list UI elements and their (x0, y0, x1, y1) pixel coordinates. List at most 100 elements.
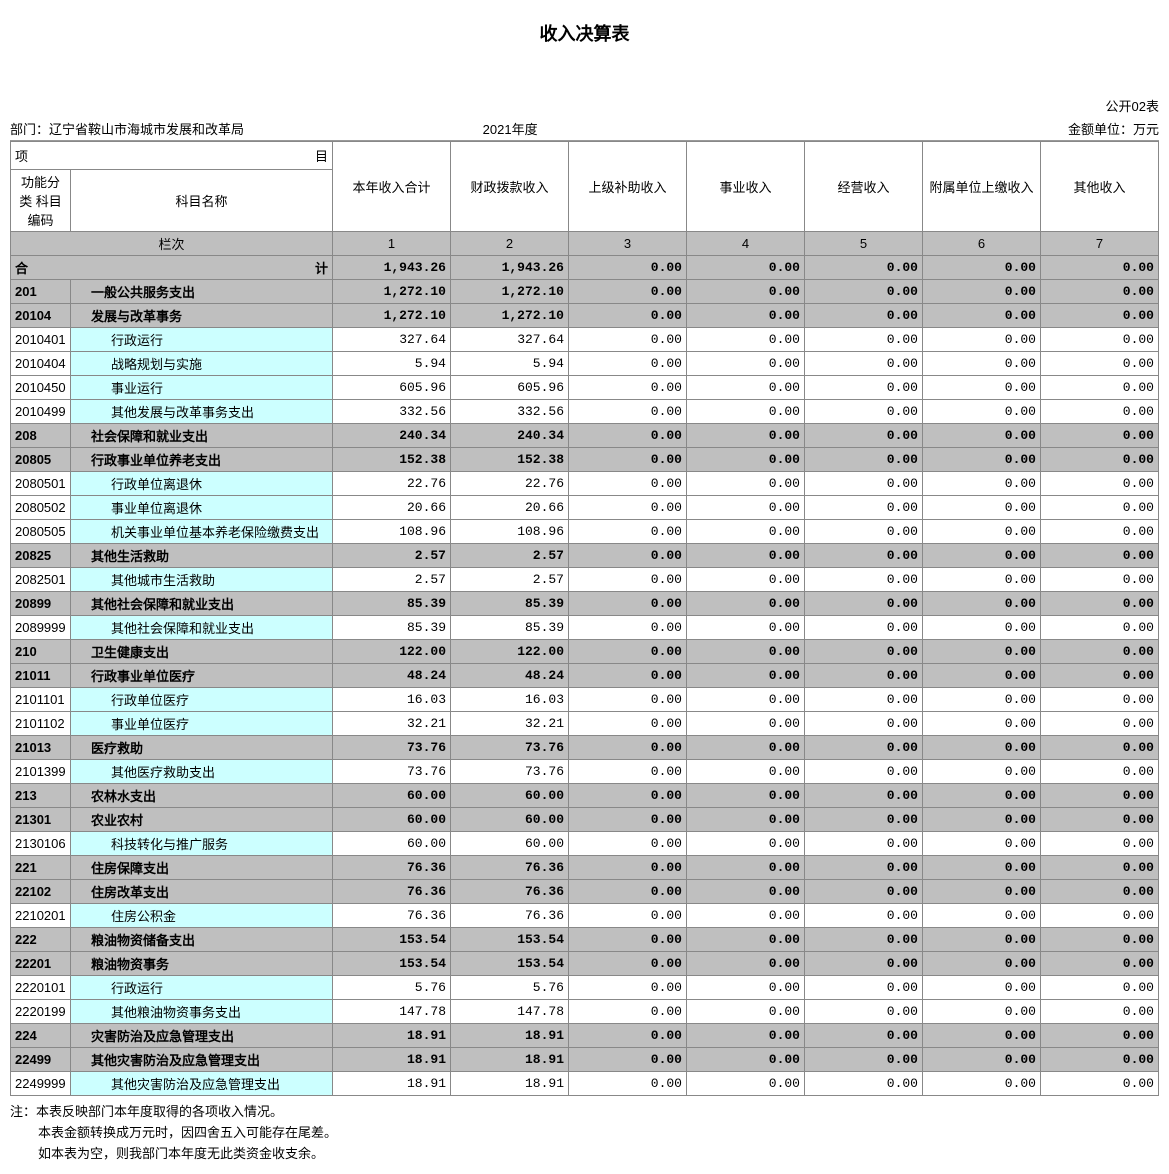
cell-value: 152.38 (333, 448, 451, 472)
cell-value: 0.00 (687, 976, 805, 1000)
cell-value: 0.00 (687, 832, 805, 856)
cell-name: 行政运行 (71, 976, 333, 1000)
cell-value: 0.00 (687, 1048, 805, 1072)
cell-name: 行政单位离退休 (71, 472, 333, 496)
cell-value: 0.00 (687, 376, 805, 400)
cell-name: 战略规划与实施 (71, 352, 333, 376)
cell-value: 0.00 (1041, 880, 1159, 904)
cell-name: 住房公积金 (71, 904, 333, 928)
table-row: 2080502事业单位离退休20.6620.660.000.000.000.00… (11, 496, 1159, 520)
cell-value: 0.00 (687, 1000, 805, 1024)
cell-value: 20.66 (451, 496, 569, 520)
cell-value: 0.00 (1041, 400, 1159, 424)
cell-value: 5.94 (333, 352, 451, 376)
cell-value: 0.00 (805, 592, 923, 616)
cell-name: 行政单位医疗 (71, 688, 333, 712)
cell-value: 0.00 (569, 976, 687, 1000)
table-row: 213农林水支出60.0060.000.000.000.000.000.00 (11, 784, 1159, 808)
cell-value: 0.00 (923, 664, 1041, 688)
cell-code: 2220101 (11, 976, 71, 1000)
cell-value: 0.00 (1041, 952, 1159, 976)
cell-value: 0.00 (923, 1000, 1041, 1024)
cell-value: 76.36 (333, 880, 451, 904)
cell-value: 0.00 (569, 808, 687, 832)
cell-value: 0.00 (687, 352, 805, 376)
cell-value: 0.00 (569, 712, 687, 736)
cell-code: 21301 (11, 808, 71, 832)
table-row: 2249999其他灾害防治及应急管理支出18.9118.910.000.000.… (11, 1072, 1159, 1096)
cell-value: 76.36 (333, 856, 451, 880)
cell-code: 21013 (11, 736, 71, 760)
table-row: 2080505机关事业单位基本养老保险缴费支出108.96108.960.000… (11, 520, 1159, 544)
note-1: 注：本表反映部门本年度取得的各项收入情况。 (10, 1102, 1159, 1123)
cell-value: 0.00 (923, 952, 1041, 976)
cell-name: 住房改革支出 (71, 880, 333, 904)
cell-code: 2101102 (11, 712, 71, 736)
col-header-5: 附属单位上缴收入 (923, 142, 1041, 232)
cell-value: 0.00 (805, 448, 923, 472)
cell-value: 0.00 (1041, 904, 1159, 928)
cell-value: 60.00 (333, 832, 451, 856)
cell-value: 0.00 (923, 1048, 1041, 1072)
cell-value: 0.00 (687, 880, 805, 904)
table-row: 2010450事业运行605.96605.960.000.000.000.000… (11, 376, 1159, 400)
cell-value: 0.00 (1041, 328, 1159, 352)
cell-value: 0.00 (569, 376, 687, 400)
cell-value: 0.00 (923, 880, 1041, 904)
cell-value: 0.00 (1041, 496, 1159, 520)
cell-name: 卫生健康支出 (71, 640, 333, 664)
cell-code: 22102 (11, 880, 71, 904)
cell-value: 0.00 (923, 736, 1041, 760)
cell-name: 其他灾害防治及应急管理支出 (71, 1072, 333, 1096)
cell-value: 0.00 (1041, 544, 1159, 568)
cell-value: 0.00 (805, 496, 923, 520)
cell-value: 85.39 (333, 616, 451, 640)
table-row: 21301农业农村60.0060.000.000.000.000.000.00 (11, 808, 1159, 832)
cell-name: 粮油物资事务 (71, 952, 333, 976)
lanci-4: 5 (805, 232, 923, 256)
header-line: 部门：辽宁省鞍山市海城市发展和改革局 2021年度 金额单位：万元 (10, 119, 1159, 141)
cell-code: 2101399 (11, 760, 71, 784)
table-row: 210卫生健康支出122.00122.000.000.000.000.000.0… (11, 640, 1159, 664)
cell-value: 2.57 (451, 568, 569, 592)
cell-value: 0.00 (1041, 784, 1159, 808)
cell-value: 0.00 (805, 1048, 923, 1072)
table-row: 22201粮油物资事务153.54153.540.000.000.000.000… (11, 952, 1159, 976)
cell-value: 0.00 (805, 1072, 923, 1096)
cell-code: 2080501 (11, 472, 71, 496)
cell-value: 1,272.10 (451, 304, 569, 328)
footnotes: 注：本表反映部门本年度取得的各项收入情况。 本表金额转换成万元时，因四舍五入可能… (10, 1102, 1159, 1164)
cell-value: 0.00 (805, 424, 923, 448)
cell-name: 行政运行 (71, 328, 333, 352)
table-row: 2220101行政运行5.765.760.000.000.000.000.00 (11, 976, 1159, 1000)
cell-value: 0.00 (1041, 304, 1159, 328)
cell-value: 0.00 (569, 304, 687, 328)
cell-value: 0.00 (569, 256, 687, 280)
cell-value: 0.00 (805, 640, 923, 664)
cell-name: 其他发展与改革事务支出 (71, 400, 333, 424)
cell-value: 0.00 (1041, 1024, 1159, 1048)
table-row: 222粮油物资储备支出153.54153.540.000.000.000.000… (11, 928, 1159, 952)
table-row: 2010401行政运行327.64327.640.000.000.000.000… (11, 328, 1159, 352)
cell-value: 5.94 (451, 352, 569, 376)
cell-value: 153.54 (333, 928, 451, 952)
cell-name: 其他粮油物资事务支出 (71, 1000, 333, 1024)
cell-value: 0.00 (805, 904, 923, 928)
cell-value: 0.00 (1041, 928, 1159, 952)
col-header-0: 本年收入合计 (333, 142, 451, 232)
cell-value: 0.00 (569, 544, 687, 568)
cell-value: 1,943.26 (451, 256, 569, 280)
cell-value: 48.24 (333, 664, 451, 688)
cell-name: 农林水支出 (71, 784, 333, 808)
cell-value: 0.00 (923, 424, 1041, 448)
cell-value: 0.00 (569, 952, 687, 976)
cell-value: 1,943.26 (333, 256, 451, 280)
lanci-label: 栏次 (11, 232, 333, 256)
lanci-6: 7 (1041, 232, 1159, 256)
cell-value: 0.00 (1041, 1048, 1159, 1072)
cell-value: 0.00 (1041, 280, 1159, 304)
cell-value: 0.00 (923, 856, 1041, 880)
cell-value: 76.36 (333, 904, 451, 928)
header-item-label: 项目 (11, 142, 333, 170)
cell-value: 0.00 (1041, 568, 1159, 592)
